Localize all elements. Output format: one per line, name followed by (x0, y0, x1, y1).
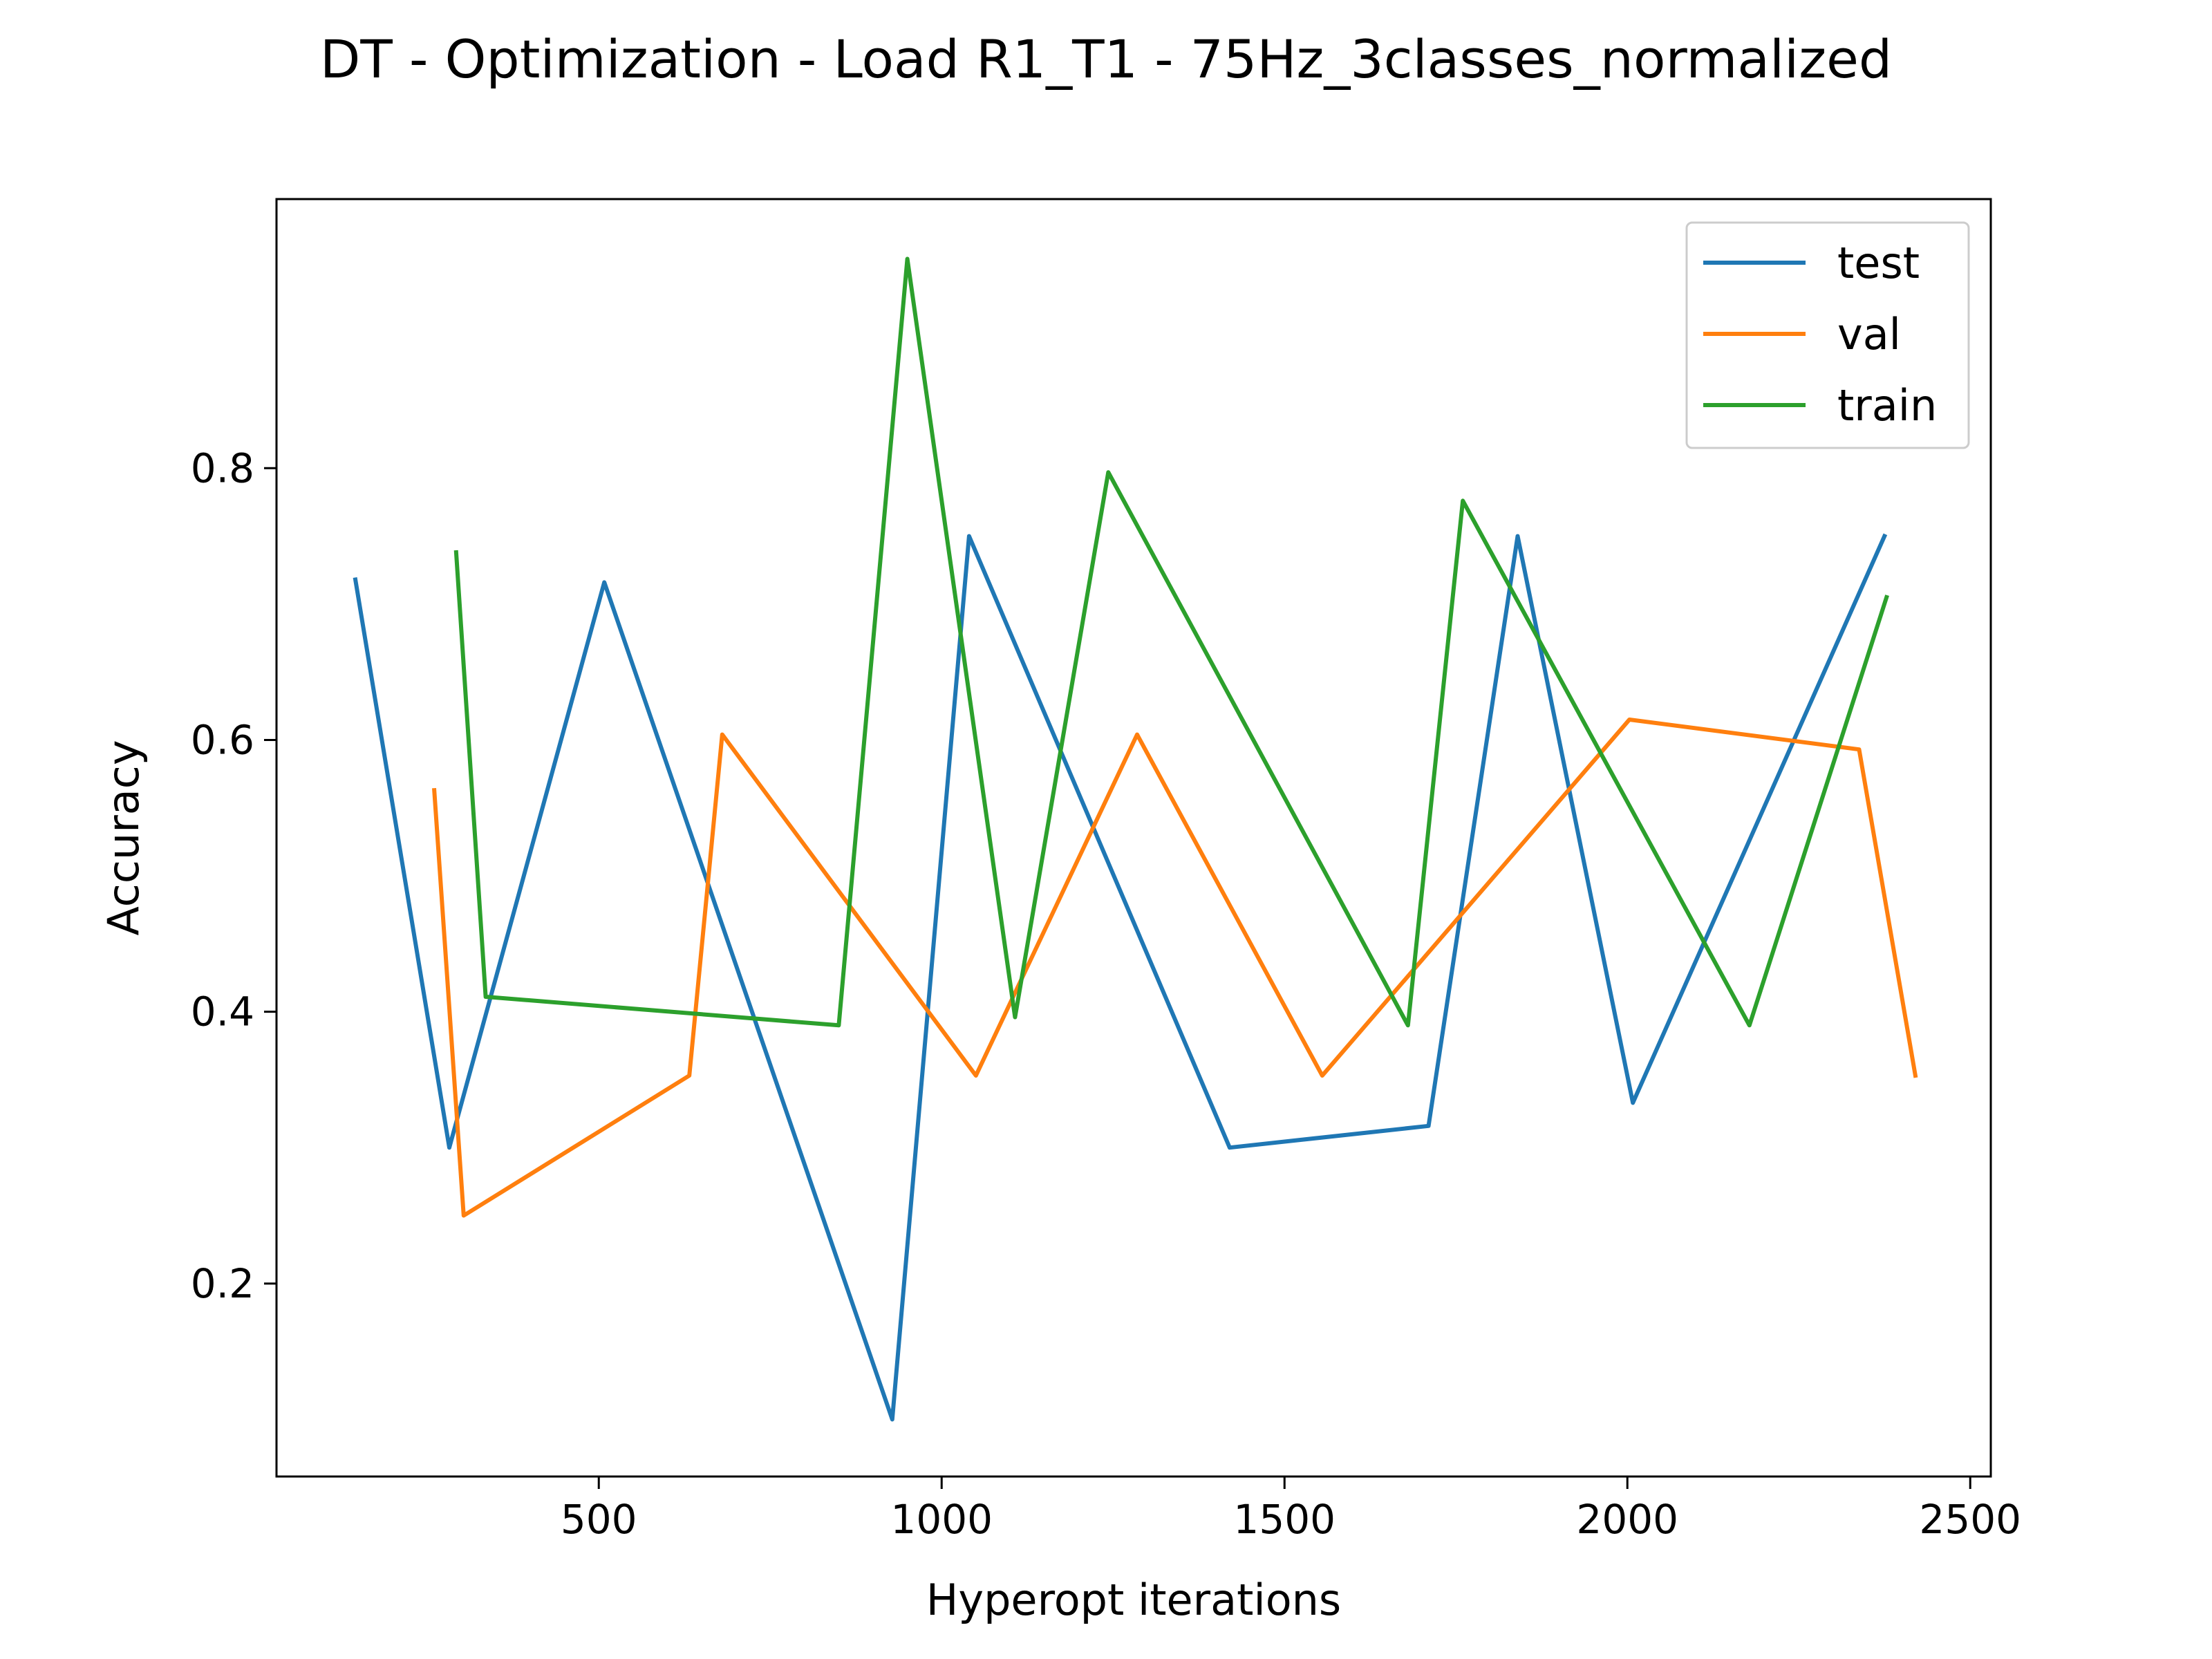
legend-label-train: train (1837, 380, 1937, 431)
series-line-train (453, 256, 1889, 1028)
legend: test val train (1685, 221, 1970, 449)
y-tick-label: 0.2 (191, 1260, 254, 1307)
x-tick-label: 1500 (1233, 1496, 1335, 1543)
series-line-val (431, 718, 1918, 1218)
y-axis-label: Accuracy (98, 740, 149, 935)
x-tick-label: 1000 (890, 1496, 993, 1543)
series-line-test (353, 533, 1888, 1422)
plot-frame (275, 198, 1992, 1478)
y-tick-label: 0.6 (191, 716, 254, 763)
legend-label-test: test (1837, 238, 1920, 288)
series-lines (353, 256, 1918, 1422)
axis-ticks: 500 1000 1500 2000 2500 0.2 0.4 0.6 0.8 (191, 444, 2021, 1543)
x-tick-label: 500 (561, 1496, 637, 1543)
y-tick-label: 0.4 (191, 988, 254, 1035)
y-tick-label: 0.8 (191, 444, 254, 491)
chart-title: DT - Optimization - Load R1_T1 - 75Hz_3c… (320, 28, 1892, 90)
legend-box (1685, 221, 1970, 449)
x-tick-label: 2000 (1576, 1496, 1678, 1543)
x-axis-label: Hyperopt iterations (926, 1575, 1341, 1625)
x-tick-label: 2500 (1919, 1496, 2021, 1543)
legend-label-val: val (1837, 309, 1901, 359)
